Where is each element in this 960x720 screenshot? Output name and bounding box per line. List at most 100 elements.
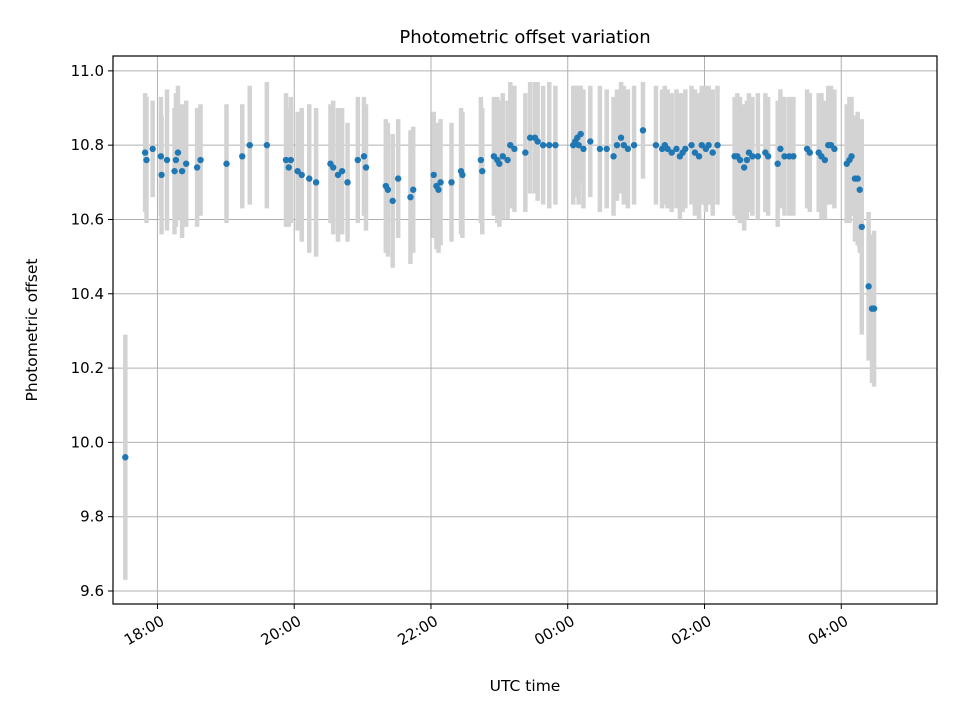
data-point xyxy=(848,153,855,160)
data-point xyxy=(865,283,872,290)
data-point xyxy=(389,197,396,205)
data-point xyxy=(437,179,444,186)
data-point xyxy=(821,156,829,164)
data-point xyxy=(409,186,417,193)
x-axis-label: UTC time xyxy=(490,677,561,695)
data-point xyxy=(448,179,455,186)
data-point xyxy=(526,134,534,141)
y-tick-label: 10.8 xyxy=(71,136,104,154)
data-point xyxy=(172,156,180,164)
data-point xyxy=(430,171,437,179)
data-point xyxy=(682,145,689,153)
data-point xyxy=(163,156,171,164)
data-point xyxy=(223,160,230,167)
data-point xyxy=(362,164,370,171)
data-point xyxy=(577,130,584,138)
data-point xyxy=(546,141,553,149)
data-point xyxy=(143,156,150,164)
data-point xyxy=(239,153,246,160)
y-tick-label: 10.4 xyxy=(71,285,104,303)
data-point xyxy=(344,179,351,186)
chart-title: Photometric offset variation xyxy=(399,27,650,48)
data-point xyxy=(620,141,628,149)
data-point xyxy=(459,171,466,179)
data-point xyxy=(298,171,305,179)
data-point xyxy=(334,171,342,179)
data-point xyxy=(596,145,604,153)
data-point xyxy=(407,193,414,201)
data-point xyxy=(534,138,541,145)
data-point xyxy=(141,149,149,156)
y-axis-label: Photometric offset xyxy=(23,259,41,402)
data-point xyxy=(698,141,705,149)
data-point xyxy=(688,141,695,149)
data-point xyxy=(603,145,610,153)
data-point xyxy=(479,167,486,175)
data-point xyxy=(287,156,294,164)
y-axis: 9.6 9.8 10.0 10.2 10.4 10.6 10.8 11.0 xyxy=(71,62,113,600)
grid-lines xyxy=(113,56,937,604)
data-point xyxy=(149,145,156,153)
data-point xyxy=(764,153,772,160)
data-point xyxy=(294,167,301,175)
data-point xyxy=(197,156,204,164)
data-point xyxy=(522,149,529,156)
data-point xyxy=(246,141,253,149)
y-tick-label: 10.0 xyxy=(71,433,104,451)
data-point xyxy=(617,134,625,141)
data-point xyxy=(435,186,442,193)
data-point xyxy=(285,164,292,171)
data-point xyxy=(781,153,788,160)
data-point xyxy=(743,156,751,164)
data-point xyxy=(624,145,632,153)
y-tick-label: 10.2 xyxy=(71,359,104,377)
data-point xyxy=(754,153,762,160)
data-point xyxy=(580,145,587,153)
data-point xyxy=(193,164,201,171)
data-point xyxy=(178,167,186,175)
data-point xyxy=(749,153,756,160)
data-point xyxy=(777,145,784,153)
data-point xyxy=(157,153,165,160)
data-point xyxy=(587,138,594,145)
data-point xyxy=(652,141,660,149)
data-point xyxy=(329,164,337,171)
data-point xyxy=(539,141,547,149)
data-point xyxy=(790,153,797,160)
data-point xyxy=(158,171,165,179)
data-point xyxy=(664,145,671,153)
data-point xyxy=(499,153,506,160)
data-point xyxy=(691,149,699,156)
y-tick-label: 10.6 xyxy=(71,210,104,228)
data-point xyxy=(806,149,814,156)
data-point xyxy=(360,153,368,160)
data-point xyxy=(552,141,559,149)
y-tick-label: 9.6 xyxy=(80,582,104,600)
data-point xyxy=(610,153,617,160)
data-point xyxy=(282,156,290,164)
data-point xyxy=(354,156,362,164)
data-point xyxy=(171,167,178,175)
data-point xyxy=(695,153,703,160)
data-point xyxy=(504,156,511,164)
data-point xyxy=(858,223,865,231)
data-point xyxy=(639,127,647,134)
data-point xyxy=(182,160,190,167)
data-point xyxy=(668,149,675,156)
data-point xyxy=(740,164,748,171)
data-point xyxy=(122,454,129,461)
data-point xyxy=(673,145,680,153)
data-point xyxy=(507,141,514,149)
data-point xyxy=(714,141,721,149)
data-point xyxy=(477,156,485,164)
data-point xyxy=(306,175,313,182)
data-points xyxy=(122,127,878,461)
data-point xyxy=(709,149,716,156)
data-point xyxy=(870,305,878,312)
data-point xyxy=(705,141,712,149)
data-point xyxy=(394,175,402,182)
data-point xyxy=(736,156,744,164)
data-point xyxy=(384,186,392,193)
data-point xyxy=(263,141,271,149)
